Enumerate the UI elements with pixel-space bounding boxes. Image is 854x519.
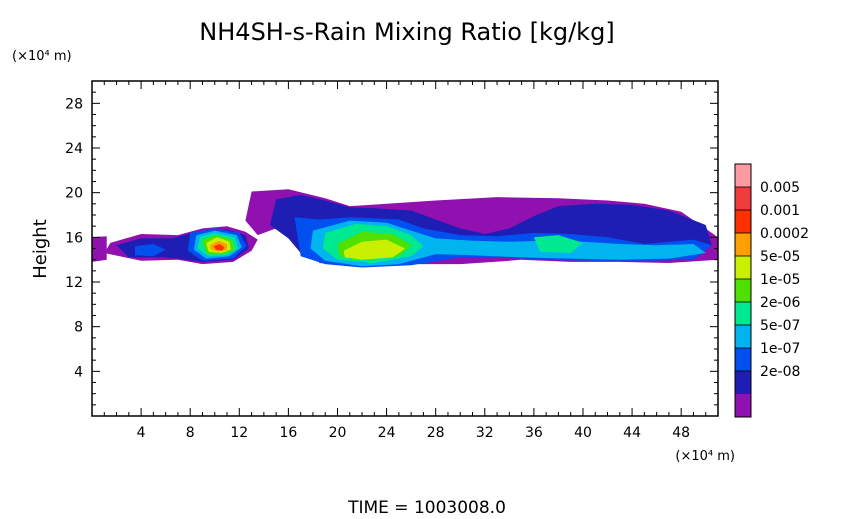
x-tick-label: 24 bbox=[378, 425, 396, 441]
x-tick-label: 44 bbox=[623, 425, 641, 441]
contour-region-20 bbox=[213, 244, 225, 251]
x-tick-label: 36 bbox=[525, 425, 543, 441]
chart-title: NH4SH-s-Rain Mixing Ratio [kg/kg] bbox=[199, 18, 614, 46]
colorbar: 0.005 0.001 0.0002 5e-05 1e-05 2e-06 5e-07 1e-0… bbox=[734, 163, 809, 418]
contour-region-8 bbox=[135, 244, 166, 257]
colorbar-label: 2e-08 bbox=[760, 364, 800, 380]
colorbar-frame bbox=[734, 163, 752, 418]
contour-region-4 bbox=[92, 236, 107, 262]
x-tick-label: 4 bbox=[137, 425, 146, 441]
y-tick-label: 4 bbox=[74, 364, 83, 380]
colorbar-swatch bbox=[735, 187, 751, 211]
colorbar-swatch bbox=[735, 348, 751, 372]
contour-region-14 bbox=[533, 235, 583, 253]
x-tick-label: 20 bbox=[329, 425, 347, 441]
x-tick-label: 40 bbox=[574, 425, 592, 441]
colorbar-label: 2e-06 bbox=[760, 295, 800, 311]
colorbar-swatch bbox=[735, 279, 751, 303]
contour-region-17 bbox=[343, 239, 405, 260]
colorbar-label: 0.0002 bbox=[760, 226, 809, 242]
y-tick-label: 28 bbox=[65, 96, 83, 112]
mixing-ratio-field bbox=[92, 189, 718, 268]
y-axis-unit: (×10⁴ m) bbox=[12, 49, 72, 64]
y-tick-label: 8 bbox=[74, 320, 83, 336]
colorbar-label: 0.001 bbox=[760, 203, 800, 219]
colorbar-swatch bbox=[735, 256, 751, 280]
colorbar-label: 5e-07 bbox=[760, 318, 800, 334]
colorbar-swatch bbox=[735, 210, 751, 234]
colorbar-swatch bbox=[735, 394, 751, 418]
x-tick-label: 8 bbox=[186, 425, 195, 441]
y-tick-label: 16 bbox=[65, 230, 83, 246]
colorbar-swatch bbox=[735, 164, 751, 188]
y-tick-label: 12 bbox=[65, 275, 83, 291]
x-tick-label: 16 bbox=[279, 425, 297, 441]
colorbar-label: 1e-07 bbox=[760, 341, 800, 357]
colorbar-swatch bbox=[735, 302, 751, 326]
x-tick-label: 12 bbox=[230, 425, 248, 441]
colorbar-swatch bbox=[735, 233, 751, 257]
time-label: TIME = 1003008.0 bbox=[347, 498, 506, 518]
colorbar-label: 0.005 bbox=[760, 180, 800, 196]
colorbar-label: 5e-05 bbox=[760, 249, 800, 265]
x-tick-label: 28 bbox=[427, 425, 445, 441]
x-axis-unit: (×10⁴ m) bbox=[675, 449, 735, 464]
y-tick-label: 24 bbox=[65, 141, 83, 157]
x-tick-label: 32 bbox=[476, 425, 494, 441]
colorbar-swatch bbox=[735, 325, 751, 349]
y-axis-label: Height bbox=[30, 219, 51, 279]
y-tick-label: 20 bbox=[65, 186, 83, 202]
colorbar-label: 1e-05 bbox=[760, 272, 800, 288]
x-tick-label: 48 bbox=[672, 425, 690, 441]
colorbar-swatch bbox=[735, 371, 751, 395]
